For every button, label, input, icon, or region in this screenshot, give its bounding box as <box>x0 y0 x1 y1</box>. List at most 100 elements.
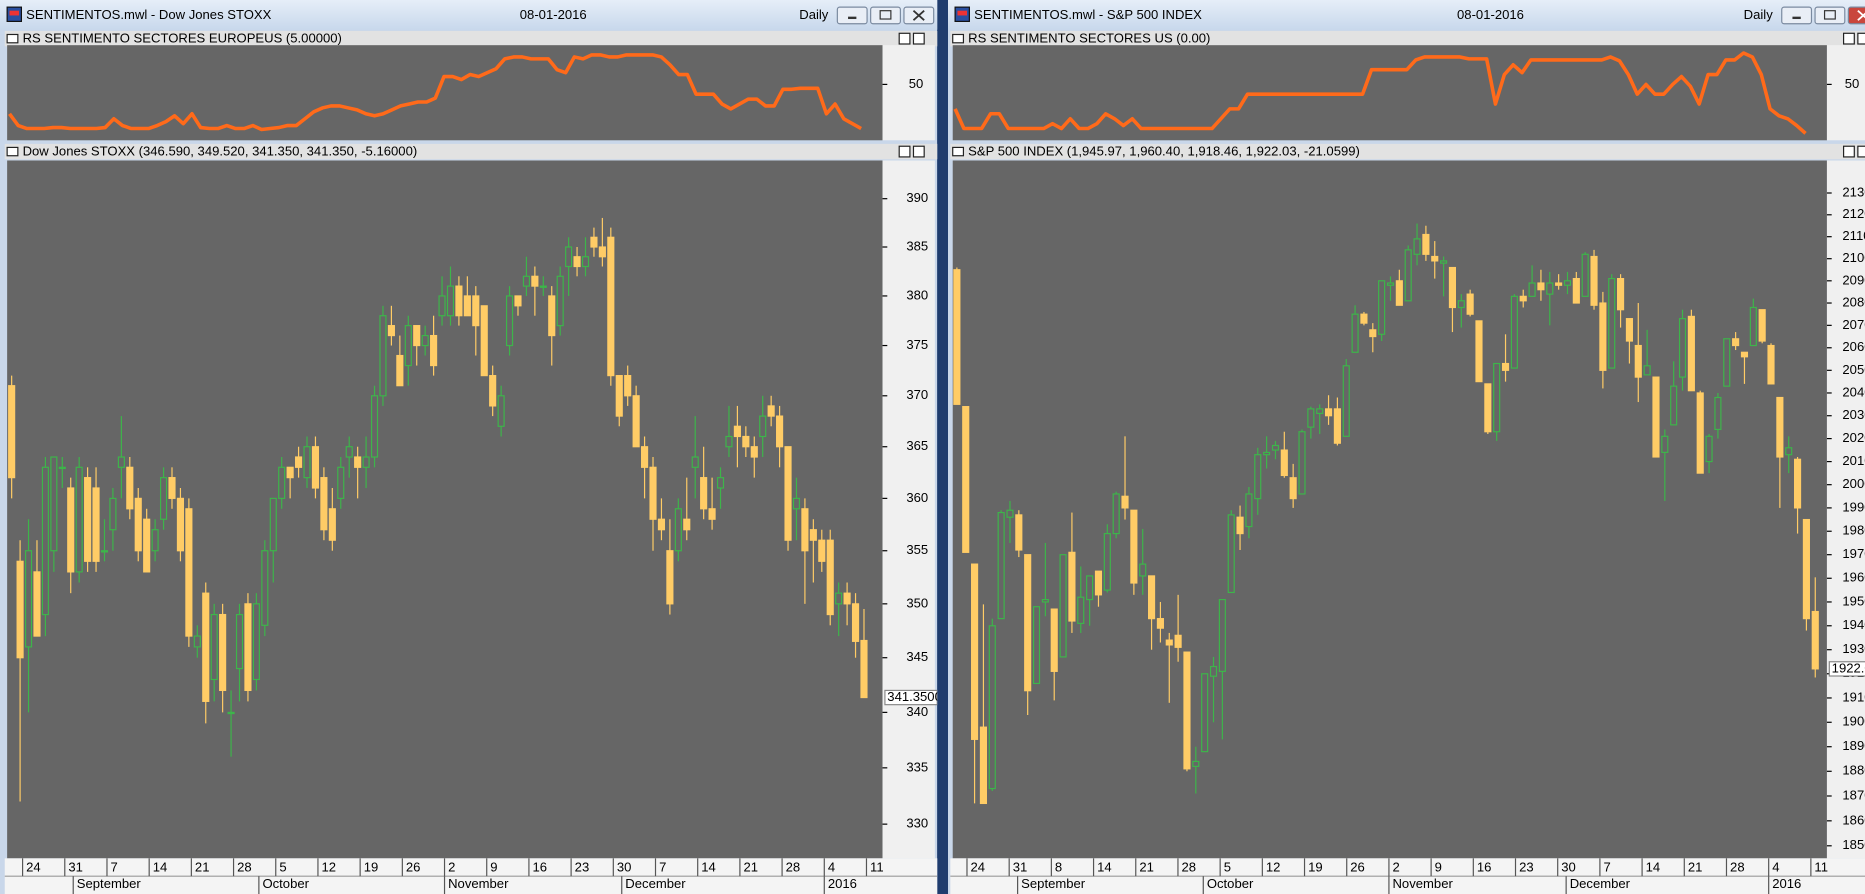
pane-title: S&P 500 INDEX <box>968 144 1063 159</box>
window-date: 08-01-2016 <box>1457 7 1524 22</box>
candle-body <box>1156 618 1164 629</box>
candle-body <box>1793 458 1802 509</box>
candle-body <box>1466 293 1474 315</box>
candle-body <box>151 529 159 552</box>
candle-body <box>58 466 66 470</box>
icon <box>1823 10 1836 20</box>
minimize-button[interactable] <box>1781 6 1813 25</box>
x-tick-label: 4 <box>828 859 835 874</box>
candle-body <box>1696 392 1704 474</box>
pane-maximize-button[interactable] <box>1842 145 1855 158</box>
candle-body <box>1457 300 1465 309</box>
minimize-button[interactable] <box>836 6 868 25</box>
candle-body <box>1209 665 1218 677</box>
pane-maximize-button[interactable] <box>898 145 911 158</box>
candle-body <box>971 563 979 740</box>
candle-body <box>143 518 151 573</box>
candle-body <box>379 315 387 397</box>
candle-body <box>1050 608 1058 672</box>
y-tick-label: 1910 <box>1842 689 1865 704</box>
x-tick-label: 31 <box>68 859 83 874</box>
candle-body <box>345 446 353 458</box>
y-tick-label: 2040 <box>1842 384 1865 399</box>
candle-body <box>750 446 758 458</box>
y-tick-label: 1950 <box>1842 593 1865 608</box>
y-tick-label: 2130 <box>1842 184 1865 199</box>
candle-body <box>1652 376 1660 458</box>
indicator-plot <box>952 45 1827 141</box>
y-tick-label: 2110 <box>1842 228 1865 243</box>
y-tick-label: 2000 <box>1842 476 1865 491</box>
last-value-label: 1922.03 <box>1832 660 1865 675</box>
candle-body <box>480 305 488 377</box>
candle-body <box>1581 253 1589 297</box>
candle-body <box>1351 313 1359 353</box>
candle-body <box>1537 282 1545 291</box>
maximize-button[interactable] <box>870 6 901 25</box>
indicator-axis <box>1826 45 1865 141</box>
window-period: Daily <box>799 7 829 22</box>
window-title: SENTIMENTOS.mwl - Dow Jones STOXX <box>26 7 271 22</box>
close-button[interactable] <box>1847 6 1865 25</box>
candle-body <box>809 529 817 541</box>
candle-body <box>1245 493 1253 528</box>
candle-body <box>1369 329 1377 338</box>
pane-close-button[interactable] <box>1857 145 1865 158</box>
x-tick-label: 9 <box>1435 859 1442 874</box>
candle-body <box>801 508 809 552</box>
candle-body <box>1776 396 1784 458</box>
candle-body <box>134 497 142 552</box>
candle-body <box>1563 280 1572 286</box>
candle-body <box>565 246 573 268</box>
candle-body <box>472 295 480 327</box>
pane-close-button[interactable] <box>912 32 925 45</box>
y-tick-label: 375 <box>906 337 928 352</box>
candle-body <box>1236 516 1244 535</box>
maximize-button[interactable] <box>1814 6 1846 25</box>
candle-body <box>311 446 320 489</box>
month-label: October <box>1207 876 1254 891</box>
candle-body <box>1758 309 1766 342</box>
pane-maximize-button[interactable] <box>898 32 911 45</box>
candle-body <box>1280 449 1288 477</box>
month-label: December <box>1570 876 1631 891</box>
candle-body <box>430 334 438 367</box>
candle-body <box>75 466 83 573</box>
indicator-line <box>953 51 1807 135</box>
candle-body <box>117 456 125 468</box>
candle-body <box>1333 408 1341 444</box>
candle-body <box>725 435 733 448</box>
candle-body <box>1342 365 1350 437</box>
candle-body <box>176 497 185 552</box>
candle-body <box>1218 598 1226 672</box>
candle-body <box>649 466 657 520</box>
y-tick-label: 1990 <box>1842 499 1865 514</box>
candle-body <box>1404 249 1412 302</box>
candle-body <box>1086 575 1094 601</box>
x-tick-label: 30 <box>617 859 632 874</box>
pane-icon <box>6 33 19 44</box>
y-tick-label: 1890 <box>1842 738 1865 753</box>
x-tick-label: 28 <box>237 859 252 874</box>
icon <box>879 10 892 20</box>
x-tick-label: 5 <box>1224 859 1231 874</box>
pane-close-button[interactable] <box>1857 32 1865 45</box>
candle-body <box>826 539 834 616</box>
candle-body <box>851 603 860 642</box>
candle-body <box>497 395 505 427</box>
candle-body <box>666 550 674 605</box>
candle-body <box>1546 282 1554 295</box>
y-tick-label: 330 <box>906 816 928 831</box>
candle-body <box>1590 255 1598 306</box>
candle-body <box>1183 651 1191 770</box>
candle-body <box>8 385 16 479</box>
candle-body <box>1103 532 1111 591</box>
pane-maximize-button[interactable] <box>1842 32 1855 45</box>
price-plot <box>952 160 1827 859</box>
pane-close-button[interactable] <box>912 145 925 158</box>
candle-body <box>1484 383 1492 433</box>
window-icon-inner <box>9 10 20 16</box>
candle-body <box>716 477 725 489</box>
candle-body <box>1572 277 1580 304</box>
